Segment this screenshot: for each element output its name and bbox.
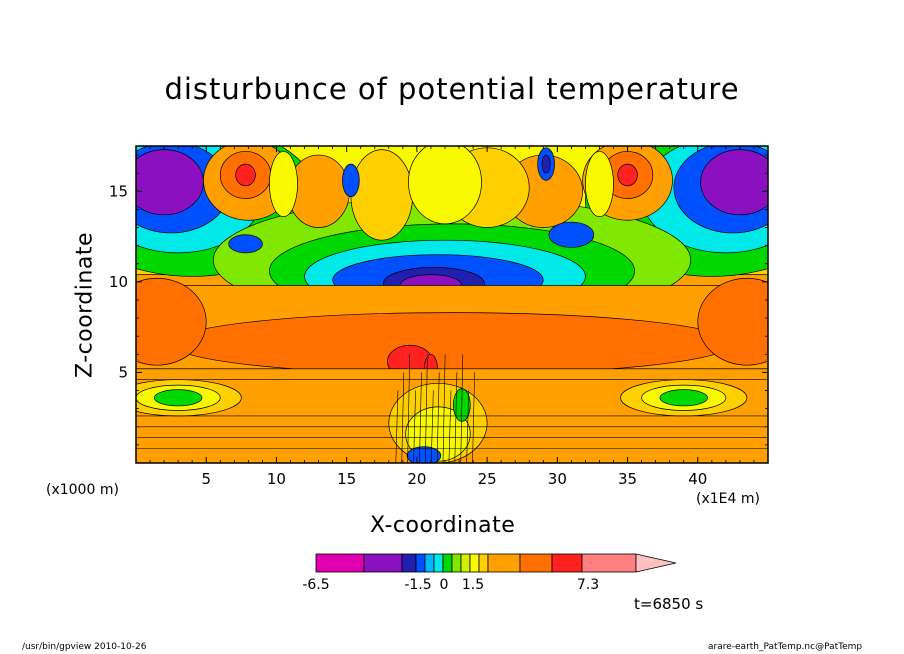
contour-band [350, 149, 414, 241]
contour-band [659, 389, 708, 407]
colorbar: -6.5 -1.5 0 1.5 7.3 [302, 553, 677, 593]
colorbar-tick-label: -6.5 [302, 577, 329, 593]
contour-band [548, 221, 595, 248]
contour-band [228, 234, 263, 254]
x-tick-label: 15 [337, 470, 356, 488]
contour-band [406, 446, 442, 463]
x-tick-label: 30 [548, 470, 567, 488]
footer-right: arare-earth_PatTemp.nc@PatTemp [708, 642, 863, 652]
colorbar-segment [315, 553, 365, 573]
y-tick-label: 10 [109, 273, 128, 291]
x-tick-label: 40 [688, 470, 707, 488]
contour-band [697, 277, 768, 366]
contour-line [401, 372, 405, 463]
colorbar-segment [451, 553, 462, 573]
colorbar-segment [581, 553, 637, 573]
axes: 5 10 15 20 25 30 35 40 5 10 15 [109, 146, 768, 488]
colorbar-segment [551, 553, 583, 573]
contour-band [700, 149, 768, 216]
colorbar-segment [363, 553, 403, 573]
colorbar-segment [478, 553, 489, 573]
contour-line [472, 372, 475, 463]
x-axis-label: X-coordinate [370, 513, 516, 538]
contour-band [617, 163, 638, 187]
contour-band [269, 151, 298, 217]
colorbar-tick-label: -1.5 [404, 577, 431, 593]
contour-band [541, 154, 551, 174]
x-tick-label: 35 [618, 470, 637, 488]
contour-band [585, 151, 614, 217]
contour-line [466, 390, 470, 463]
contour-line [419, 372, 422, 463]
contour-line [430, 390, 434, 463]
colorbar-segment [469, 553, 480, 573]
colorbar-segment [442, 553, 453, 573]
colorbar-extend-arrow [635, 553, 677, 573]
plot-frame [135, 145, 769, 464]
contour-band [235, 163, 256, 187]
colorbar-segment [415, 553, 426, 573]
x-tick-label: 20 [407, 470, 426, 488]
contour-line [442, 354, 446, 463]
chart-title: disturbunce of potential temperature [164, 72, 740, 106]
colorbar-tick-label: 7.3 [577, 577, 599, 593]
contour-field [136, 146, 768, 463]
contour-line [448, 390, 452, 463]
y-axis-unit: (x1000 m) [46, 482, 119, 498]
y-tick-label: 5 [118, 363, 128, 381]
contour-line [395, 390, 399, 463]
contour-band [170, 312, 734, 375]
contour-band [136, 277, 207, 366]
time-label: t=6850 s [634, 595, 704, 613]
colorbar-segment [401, 553, 417, 573]
x-tick-label: 5 [201, 470, 211, 488]
x-tick-label: 10 [267, 470, 286, 488]
colorbar-tick-label: 1.5 [462, 577, 484, 593]
colorbar-segment [433, 553, 444, 573]
contour-line [413, 390, 416, 463]
footer-left: /usr/bin/gpview 2010-10-26 [22, 642, 147, 652]
contour-line [425, 354, 428, 463]
x-tick-label: 25 [478, 470, 497, 488]
colorbar-segment [487, 553, 521, 573]
contour-band [408, 146, 482, 225]
contour-band [153, 389, 203, 407]
contour-line [460, 354, 464, 463]
contour-band [342, 163, 360, 198]
contour-line [436, 372, 440, 463]
colorbar-segment [424, 553, 435, 573]
y-axis-label: Z-coordinate [72, 232, 98, 378]
colorbar-segment [519, 553, 553, 573]
colorbar-tick-label: 0 [440, 577, 449, 593]
contour-line [454, 372, 458, 463]
contour-line [407, 354, 411, 463]
colorbar-segment [460, 553, 471, 573]
x-axis-unit: (x1E4 m) [696, 491, 760, 507]
y-tick-label: 15 [109, 182, 128, 200]
